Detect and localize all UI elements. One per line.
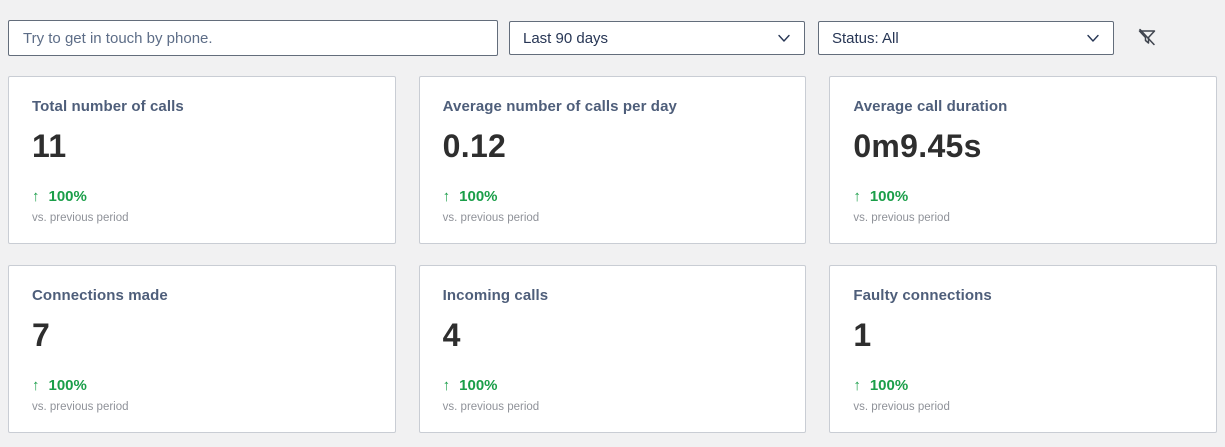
stat-card-value: 4 [442,317,461,353]
stat-card-value: 0m9.45s [853,128,982,164]
stat-card-avg-call-duration: Average call duration 0m9.45s ↑ 100% vs.… [829,76,1217,244]
arrow-up-icon: ↑ [442,188,451,205]
arrow-up-icon: ↑ [853,377,861,394]
stat-card-change: ↑ 100% [853,377,1193,394]
period-select-value: Last 90 days [523,29,609,47]
stat-cards-grid: Total number of calls 11 ↑ 100% vs. prev… [8,76,1217,433]
arrow-up-icon: ↑ [32,377,40,394]
stat-card-note: vs. previous period [853,401,950,413]
stat-card-value: 7 [32,317,51,353]
arrow-up-icon: ↑ [853,188,861,205]
filter-off-icon [1135,25,1159,52]
stat-card-value: 11 [32,128,67,164]
arrow-up-icon: ↑ [32,188,40,205]
arrow-up-icon: ↑ [442,377,451,394]
stat-card-note: vs. previous period [442,212,540,224]
chevron-down-icon [776,30,792,46]
search-input[interactable] [8,20,498,56]
period-select[interactable]: Last 90 days [509,21,805,55]
stat-card-total-calls: Total number of calls 11 ↑ 100% vs. prev… [8,76,396,244]
filters-toolbar: Last 90 days Status: All [8,20,1217,56]
stat-card-change-value: 100% [48,188,87,205]
stat-card-title: Average number of calls per day [442,98,677,115]
clear-filters-button[interactable] [1133,24,1161,52]
stat-card-note: vs. previous period [32,212,129,224]
stat-card-title: Total number of calls [32,98,184,115]
chevron-down-icon [1085,30,1101,46]
stat-card-change-value: 100% [48,377,87,394]
stat-card-change: ↑ 100% [443,188,783,205]
status-select[interactable]: Status: All [818,21,1114,55]
stat-card-change-value: 100% [459,377,498,394]
stat-card-change: ↑ 100% [443,377,783,394]
stat-card-note: vs. previous period [853,212,950,224]
stat-card-title: Incoming calls [442,287,549,304]
stat-card-change: ↑ 100% [32,377,372,394]
stat-card-change: ↑ 100% [853,188,1193,205]
stat-card-change-value: 100% [869,377,909,394]
stat-card-faulty-connections: Faulty connections 1 ↑ 100% vs. previous… [829,265,1217,433]
stat-card-avg-calls-per-day: Average number of calls per day 0.12 ↑ 1… [418,76,807,244]
stat-card-title: Average call duration [853,98,1008,115]
status-select-value: Status: All [832,29,899,47]
stat-card-incoming-calls: Incoming calls 4 ↑ 100% vs. previous per… [418,265,807,433]
stat-card-value: 1 [853,317,872,353]
stat-card-title: Connections made [32,287,168,304]
stat-card-title: Faulty connections [853,287,992,304]
stat-card-connections-made: Connections made 7 ↑ 100% vs. previous p… [8,265,396,433]
stat-card-note: vs. previous period [32,401,129,413]
stat-card-change-value: 100% [869,188,909,205]
stat-card-change-value: 100% [459,188,498,205]
stat-card-change: ↑ 100% [32,188,372,205]
stat-card-note: vs. previous period [442,401,540,413]
stat-card-value: 0.12 [442,128,507,164]
